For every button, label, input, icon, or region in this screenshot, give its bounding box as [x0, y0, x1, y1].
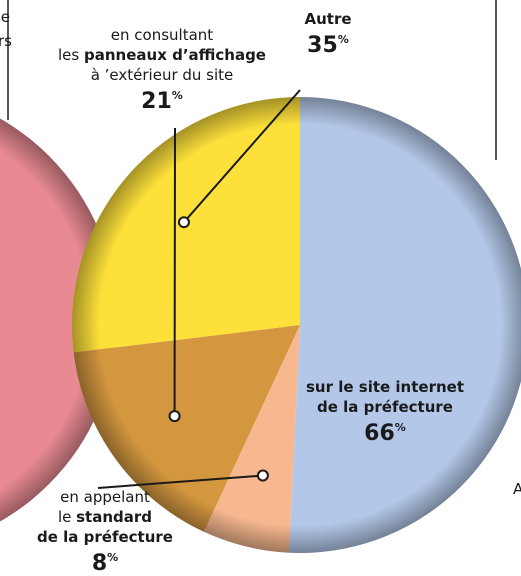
cropped-text: e: [1, 8, 10, 26]
label-run: panneaux d’affichage: [84, 46, 266, 64]
label-line: les panneaux d’affichage: [58, 46, 266, 64]
unit: %: [338, 33, 349, 46]
leader-dot: [168, 410, 181, 423]
cropped-text: rs: [0, 32, 12, 50]
label-run: Autre: [304, 10, 351, 28]
value: 35: [307, 33, 338, 58]
slice-label: Autre 35%: [304, 10, 351, 58]
leader-dot: [256, 469, 269, 482]
label-line: en appelant: [60, 488, 150, 506]
label-run: en appelant: [60, 488, 150, 506]
unit: %: [395, 421, 406, 434]
value: 21: [141, 89, 172, 114]
leader-dot: [177, 216, 190, 229]
value-label: 8%: [92, 551, 118, 576]
label-line: à ’extérieur du site: [91, 66, 234, 84]
leader-line: [183, 89, 301, 223]
unit: %: [172, 89, 183, 102]
label-run: sur le site internet: [306, 378, 464, 396]
label-line: Autre: [304, 10, 351, 28]
label-run: standard: [76, 508, 152, 526]
label-run: en consultant: [111, 26, 214, 44]
slice-label: en appelant le standard de la préfecture 8%: [37, 488, 173, 576]
label-run: le: [58, 508, 76, 526]
leader-line: [97, 474, 263, 489]
label-line: de la préfecture: [37, 528, 173, 546]
value: 8: [92, 551, 107, 576]
label-run: les: [58, 46, 84, 64]
label-line: en consultant: [111, 26, 214, 44]
label-line: le standard: [58, 508, 152, 526]
value-label: 21%: [141, 89, 183, 114]
label-run: de la préfecture: [317, 398, 453, 416]
value: 66: [364, 421, 395, 446]
label-run: de la préfecture: [37, 528, 173, 546]
neighbor-pie-shade: [0, 118, 117, 522]
unit: %: [107, 551, 118, 564]
value-label: 35%: [307, 33, 349, 58]
value-label: 66%: [364, 421, 406, 446]
label-line: sur le site internet: [306, 378, 464, 396]
cropped-text: A: [513, 480, 521, 498]
pie-shade: [72, 97, 521, 553]
slice-label: sur le site internet de la préfecture 66%: [306, 378, 464, 446]
label-run: à ’extérieur du site: [91, 66, 234, 84]
label-line: de la préfecture: [317, 398, 453, 416]
slice-label: en consultant les panneaux d’affichage à ’…: [58, 26, 266, 114]
